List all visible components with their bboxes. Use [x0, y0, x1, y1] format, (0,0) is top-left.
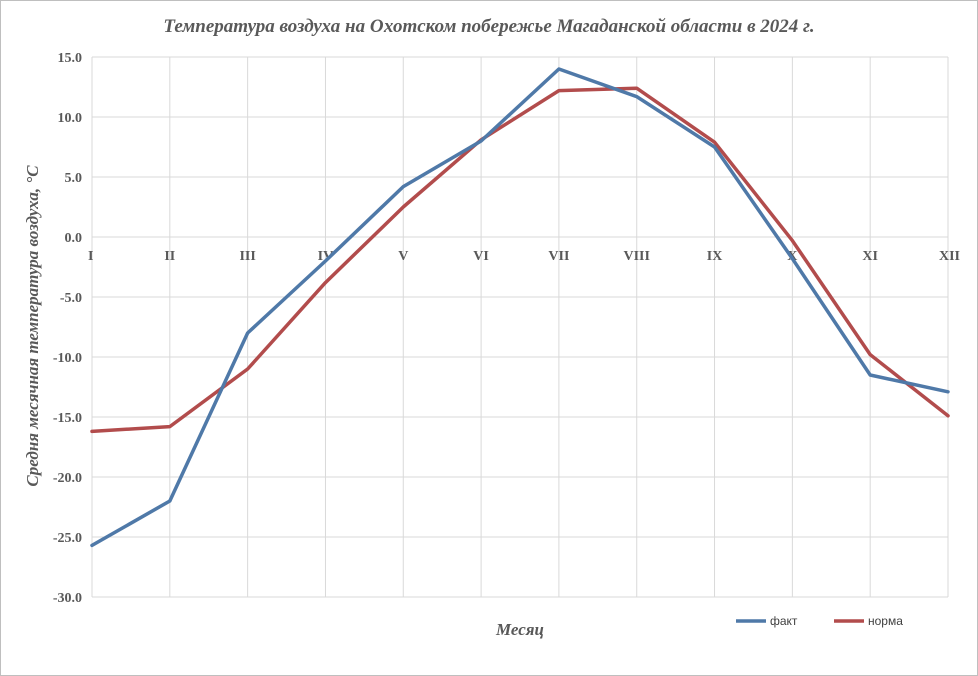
- y-tick-label: -15.0: [53, 411, 82, 426]
- series-line-norm: [90, 86, 950, 434]
- series-line-fact: [90, 67, 950, 548]
- x-tick-label: V: [398, 249, 408, 264]
- legend-label: норма: [868, 614, 903, 628]
- y-tick-label: 5.0: [65, 171, 83, 186]
- x-tick-label: II: [164, 249, 175, 264]
- grid: [91, 56, 949, 598]
- series-lines: [90, 67, 950, 548]
- y-tick-label: 15.0: [58, 51, 83, 66]
- y-tick-label: -5.0: [60, 291, 82, 306]
- x-tick-label: VII: [548, 249, 569, 264]
- x-tick-label: IV: [318, 249, 334, 264]
- x-tick-label: XII: [939, 249, 960, 264]
- legend-label: факт: [770, 614, 798, 628]
- x-axis-ticks: I II III IV V VI VII VIII IX X XI XII: [88, 249, 960, 264]
- x-tick-label: VIII: [623, 249, 649, 264]
- y-tick-label: -25.0: [53, 531, 82, 546]
- x-tick-label: I: [88, 249, 93, 264]
- x-axis-title: Месяц: [495, 620, 544, 639]
- y-tick-label: 0.0: [65, 231, 83, 246]
- x-tick-label: IX: [707, 249, 723, 264]
- y-axis-ticks: 15.0 10.0 5.0 0.0 -5.0 -10.0 -15.0 -20.0 -25.0 -3…: [53, 51, 82, 606]
- y-axis-title: Средня месячная температура воздуха, °С: [23, 165, 42, 487]
- y-tick-label: -10.0: [53, 351, 82, 366]
- y-tick-label: -20.0: [53, 471, 82, 486]
- x-tick-label: VI: [473, 249, 489, 264]
- y-tick-label: 10.0: [58, 111, 83, 126]
- legend: факт норма: [736, 614, 903, 628]
- y-tick-label: -30.0: [53, 591, 82, 606]
- chart-title: Температура воздуха на Охотском побережь…: [163, 16, 814, 37]
- x-tick-label: III: [239, 249, 255, 264]
- x-tick-label: XI: [862, 249, 878, 264]
